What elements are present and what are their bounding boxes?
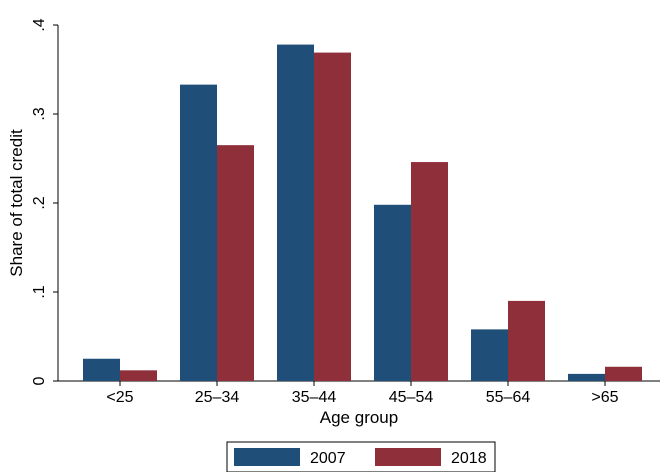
x-axis-title: Age group bbox=[320, 408, 398, 427]
legend-swatch-2007 bbox=[234, 448, 300, 466]
legend: 2007 2018 bbox=[226, 441, 496, 472]
x-tick-label: 25–34 bbox=[195, 389, 240, 406]
bar-2007-2 bbox=[277, 44, 314, 381]
y-tick-label: .2 bbox=[31, 196, 48, 209]
bar-2018-4 bbox=[508, 300, 545, 381]
bar-2018-1 bbox=[217, 145, 254, 381]
legend-label-2018: 2018 bbox=[451, 450, 487, 467]
bar-2007-0 bbox=[83, 358, 120, 381]
bar-2007-1 bbox=[180, 84, 217, 381]
x-axis-ticks: <25 25–34 35–44 45–54 55–64 >65 bbox=[106, 381, 619, 406]
plot-frame bbox=[57, 25, 660, 382]
bar-2007-3 bbox=[374, 204, 411, 381]
bar-2007-5 bbox=[568, 373, 605, 381]
bar-2018-5 bbox=[605, 366, 642, 381]
y-tick-label: 0 bbox=[31, 376, 48, 385]
bar-2018-0 bbox=[120, 370, 157, 381]
x-tick-label: 35–44 bbox=[292, 389, 337, 406]
y-tick-label: .3 bbox=[31, 107, 48, 120]
legend-swatch-2018 bbox=[375, 448, 441, 466]
bar-2007-4 bbox=[471, 329, 508, 381]
legend-label-2007: 2007 bbox=[310, 450, 346, 467]
bar-series bbox=[83, 44, 642, 382]
x-tick-label: >65 bbox=[591, 389, 618, 406]
x-tick-label: <25 bbox=[106, 389, 133, 406]
x-tick-label: 55–64 bbox=[486, 389, 531, 406]
y-axis-ticks: 0 .1 .2 .3 .4 bbox=[31, 18, 58, 385]
bar-2018-2 bbox=[314, 52, 351, 382]
x-tick-label: 45–54 bbox=[389, 389, 434, 406]
bar-2018-3 bbox=[411, 162, 448, 381]
y-tick-label: .1 bbox=[31, 285, 48, 298]
y-tick-label: .4 bbox=[31, 18, 48, 31]
y-axis-title: Share of total credit bbox=[7, 129, 26, 277]
